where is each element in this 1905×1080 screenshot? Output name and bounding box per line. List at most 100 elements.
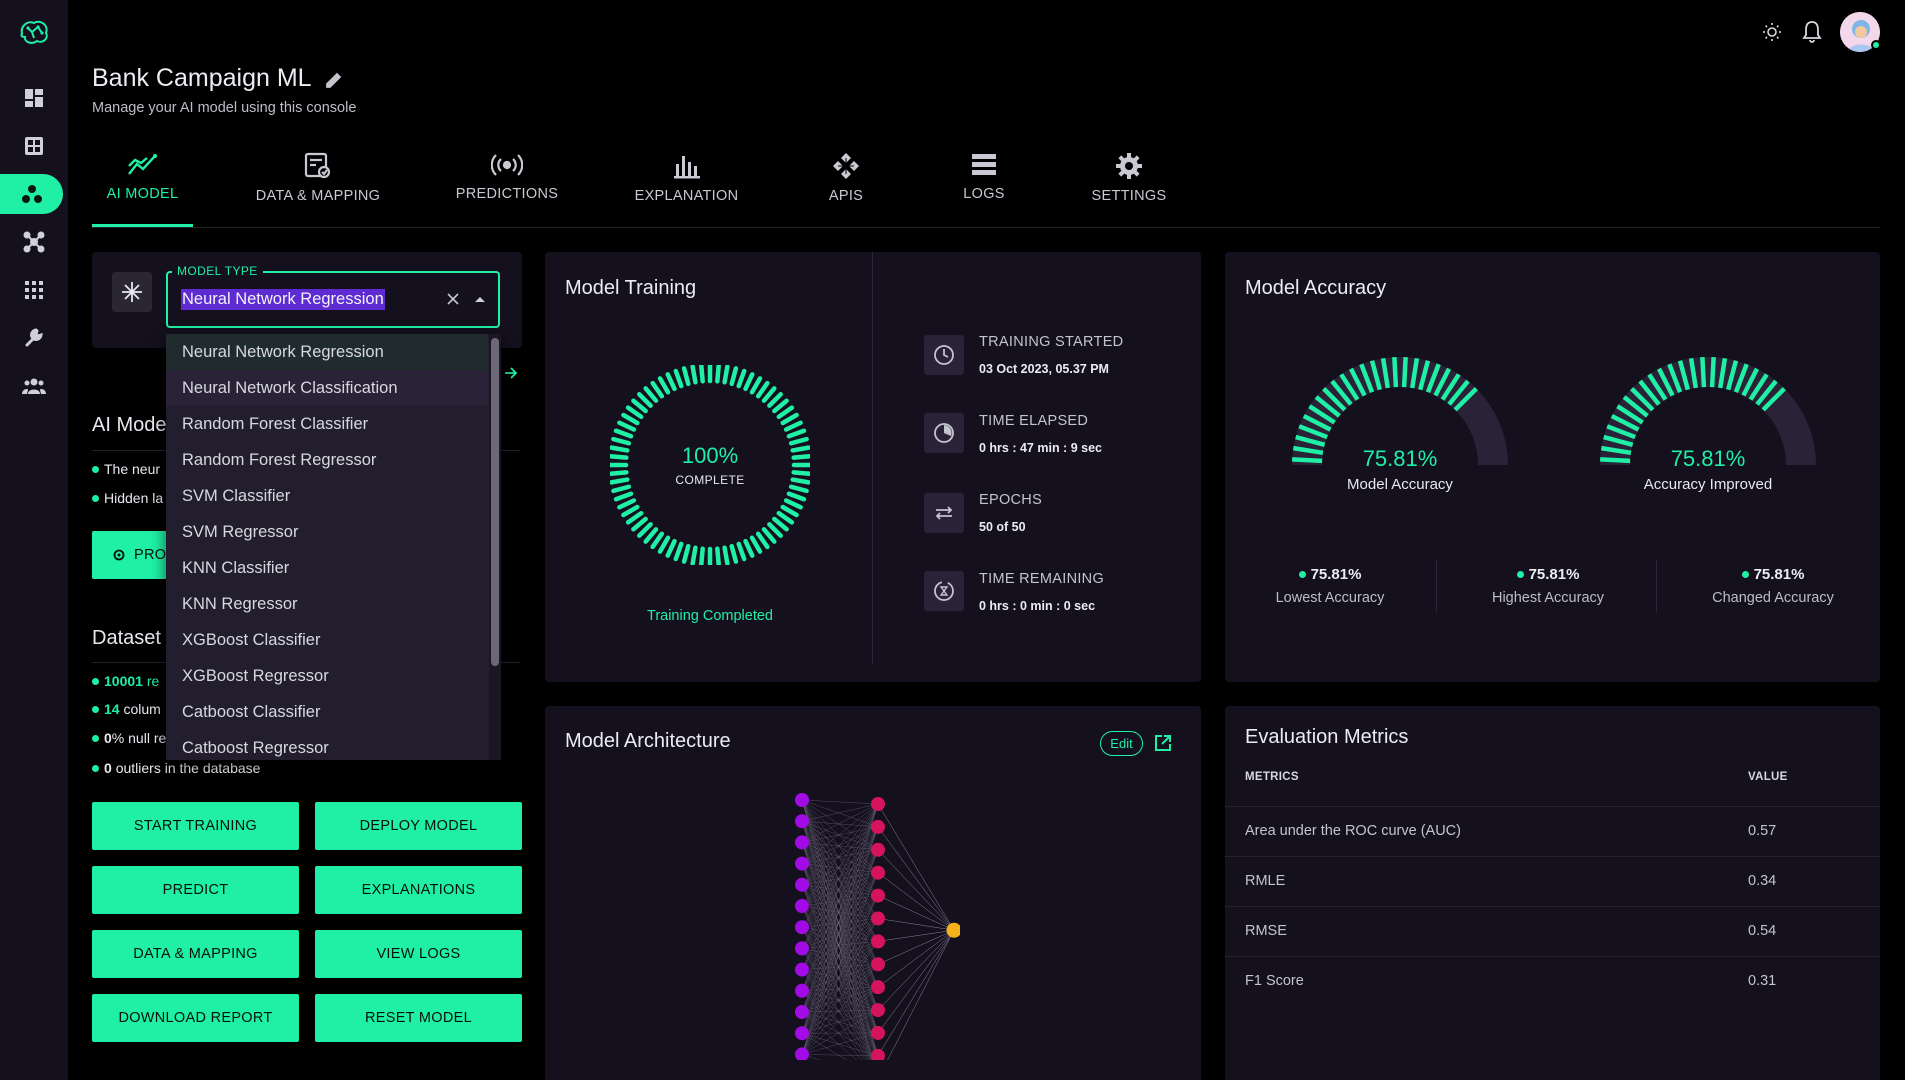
connection xyxy=(801,1033,848,1060)
gauge1-label: Model Accuracy xyxy=(1347,476,1453,493)
metric-value: 0.57 xyxy=(1748,823,1777,839)
connection xyxy=(801,987,879,1055)
connection xyxy=(801,964,879,991)
progress-tick xyxy=(786,491,807,502)
model-type-input[interactable]: Neural Network Regression xyxy=(181,289,385,310)
connection xyxy=(801,863,879,1034)
dropdown-option[interactable]: SVM Regressor xyxy=(182,523,299,541)
connection xyxy=(801,849,879,885)
tab-logs[interactable]: LOGS xyxy=(958,152,1010,228)
clear-icon[interactable] xyxy=(446,292,460,306)
progress-tick xyxy=(610,470,629,476)
clock-icon xyxy=(934,345,954,365)
connection xyxy=(801,849,879,907)
data-mapping-button[interactable]: DATA & MAPPING xyxy=(92,930,299,978)
caret-up-icon[interactable] xyxy=(474,295,486,303)
dropdown-option[interactable]: Neural Network Classification xyxy=(166,370,488,406)
connection xyxy=(801,872,879,970)
broadcast-icon xyxy=(491,154,523,176)
gauge-tick xyxy=(1308,404,1336,425)
sidebar-item-tools[interactable] xyxy=(0,318,68,358)
dropdown-option[interactable]: Catboost Regressor xyxy=(182,739,329,757)
brightness-icon[interactable] xyxy=(1762,22,1782,42)
divider xyxy=(1225,856,1880,857)
metric-name: RMSE xyxy=(1245,923,1287,939)
sidebar-item-network[interactable] xyxy=(0,222,68,262)
gauge-tick xyxy=(1733,363,1749,393)
gauge-tick xyxy=(1295,434,1326,447)
dropdown-option[interactable]: Random Forest Regressor xyxy=(182,451,377,469)
connection xyxy=(801,895,879,907)
model-type-select[interactable] xyxy=(166,271,500,328)
tab-predictions[interactable]: PREDICTIONS xyxy=(452,152,562,228)
highest-accuracy-label: Highest Accuracy xyxy=(1491,590,1605,606)
dropdown-option[interactable]: XGBoost Regressor xyxy=(182,667,329,685)
progress-tick xyxy=(613,428,634,439)
connection xyxy=(801,905,879,919)
repeat-icon xyxy=(935,506,953,520)
sidebar-item-grid[interactable] xyxy=(0,126,68,166)
dropdown-option[interactable]: SVM Classifier xyxy=(182,487,291,505)
connection xyxy=(801,987,879,1013)
dropdown-option[interactable]: Catboost Classifier xyxy=(182,703,321,721)
sidebar-item-apps[interactable] xyxy=(0,270,68,310)
sidebar-item-model[interactable] xyxy=(0,174,63,214)
progress-tick xyxy=(722,365,730,385)
progress-tick xyxy=(625,405,644,420)
start-training-button[interactable]: START TRAINING xyxy=(92,802,299,850)
reset-model-button[interactable]: RESET MODEL xyxy=(315,994,522,1042)
edit-title-icon[interactable] xyxy=(324,70,344,90)
download-report-button[interactable]: DOWNLOAD REPORT xyxy=(92,994,299,1042)
connection xyxy=(801,842,879,919)
connection xyxy=(801,799,879,988)
connection xyxy=(801,884,879,1056)
metric-name: Area under the ROC curve (AUC) xyxy=(1245,823,1461,839)
input-node xyxy=(795,1005,809,1019)
view-logs-button[interactable]: VIEW LOGS xyxy=(315,930,522,978)
connection xyxy=(801,964,879,970)
training-complete-label: COMPLETE xyxy=(675,473,745,487)
progress-tick xyxy=(749,376,763,395)
wrench-icon xyxy=(25,328,43,347)
highest-accuracy-value: 75.81% xyxy=(1468,566,1628,583)
dropdown-option[interactable]: KNN Regressor xyxy=(182,595,298,613)
dropdown-option[interactable]: Random Forest Classifier xyxy=(182,415,369,433)
dropdown-option[interactable]: Neural Network Regression xyxy=(166,334,488,370)
connection xyxy=(801,863,879,942)
dataset-records: 10001 re xyxy=(92,673,159,689)
dropdown-option[interactable]: KNN Classifier xyxy=(182,559,290,577)
tab-ai-model[interactable]: AI MODEL xyxy=(92,152,193,228)
changed-accuracy-label: Changed Accuracy xyxy=(1712,590,1834,606)
sidebar-item-dashboard[interactable] xyxy=(0,78,68,118)
connection xyxy=(801,821,879,896)
connection xyxy=(801,821,879,1056)
connection xyxy=(801,799,879,919)
model-training-title: Model Training xyxy=(565,277,697,299)
connection xyxy=(801,948,868,1060)
connection xyxy=(801,895,879,928)
progress-tick xyxy=(776,510,795,525)
tab-settings[interactable]: SETTINGS xyxy=(1090,152,1168,228)
tab-data-mapping[interactable]: DATA & MAPPING xyxy=(246,152,390,228)
dropdown-option[interactable]: XGBoost Classifier xyxy=(182,631,321,649)
tab-apis[interactable]: APIS xyxy=(818,152,874,228)
arrow-right-icon[interactable] xyxy=(504,366,518,380)
gauge1-value: 75.81% xyxy=(1362,446,1438,471)
explanations-button[interactable]: EXPLANATIONS xyxy=(315,866,522,914)
grid-icon xyxy=(25,137,43,155)
tab-explanation[interactable]: EXPLANATION xyxy=(630,152,743,228)
model-type-label: MODEL TYPE xyxy=(172,264,263,278)
connection xyxy=(801,1011,879,1034)
progress-tick xyxy=(690,545,698,565)
predict-button[interactable]: PREDICT xyxy=(92,866,299,914)
connection xyxy=(801,1032,879,1055)
brain-logo-icon[interactable] xyxy=(16,14,52,50)
connection xyxy=(801,799,879,896)
deploy-model-button[interactable]: DEPLOY MODEL xyxy=(315,802,522,850)
open-external-icon[interactable] xyxy=(1153,733,1173,753)
dropdown-scrollbar-thumb[interactable] xyxy=(491,338,499,666)
bell-icon[interactable] xyxy=(1802,20,1822,44)
sidebar-item-users[interactable] xyxy=(0,366,68,406)
edit-architecture-button[interactable]: Edit xyxy=(1100,731,1143,756)
avatar[interactable] xyxy=(1840,12,1880,52)
